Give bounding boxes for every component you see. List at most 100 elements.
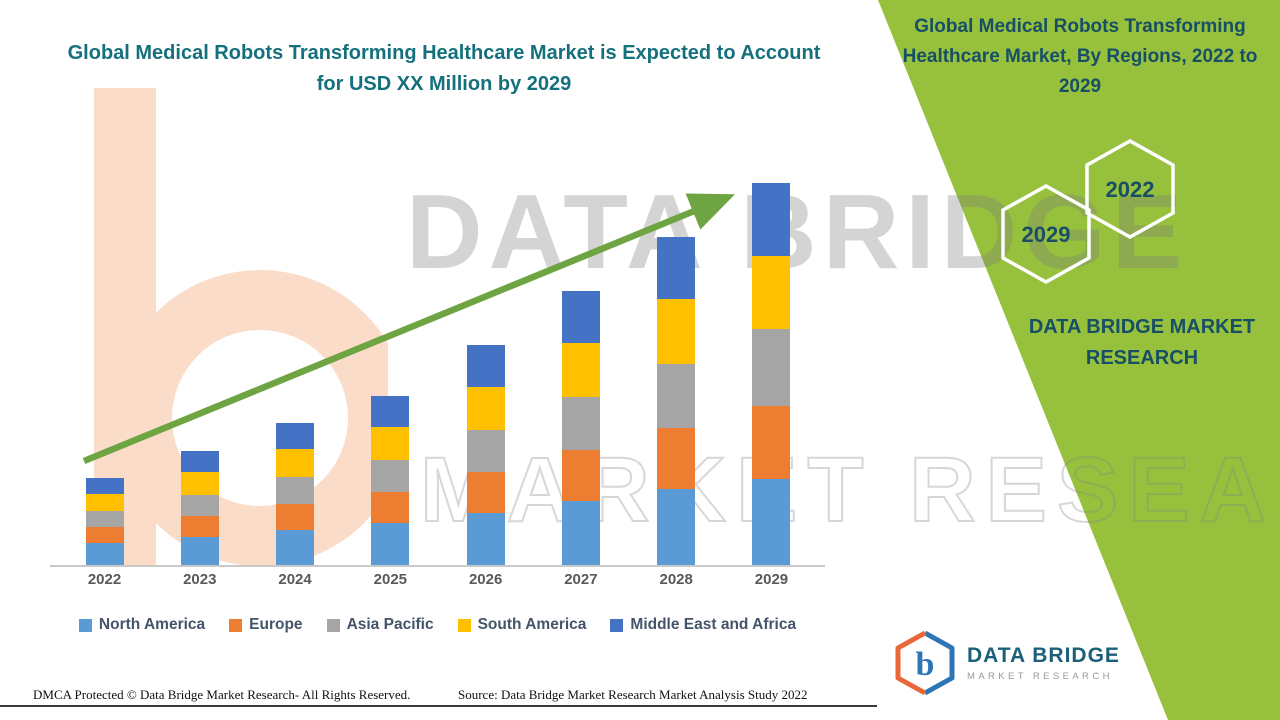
x-axis-label-2025: 2025	[373, 571, 408, 588]
x-axis-label-2024: 2024	[278, 571, 312, 588]
bar-segment-2022-europe	[85, 527, 124, 543]
legend-label: North America	[98, 616, 206, 633]
bar-segment-2023-south-america	[180, 472, 219, 495]
bar-segment-2029-south-america	[752, 256, 791, 329]
bar-segment-2023-middle-east-and-africa	[180, 451, 219, 472]
bar-segment-2026-middle-east-and-africa	[466, 345, 505, 387]
bar-segment-2027-europe	[561, 450, 600, 501]
bar-2024	[276, 423, 315, 565]
bar-segment-2024-south-america	[276, 449, 315, 477]
bar-segment-2028-europe	[657, 428, 696, 489]
bar-segment-2026-north-america	[466, 513, 505, 565]
x-axis-label-2023: 2023	[183, 571, 217, 588]
bar-segment-2023-europe	[180, 516, 219, 537]
legend-item-middle-east-and-africa: Middle East and Africa	[610, 616, 796, 634]
legend-label: Middle East and Africa	[630, 616, 797, 633]
x-axis-label-2026: 2026	[468, 571, 503, 588]
hexagon-year-2022-label: 2022	[1106, 177, 1155, 202]
x-axis-label-2029: 2029	[754, 571, 789, 588]
databridge-logo: b DATA BRIDGE MARKET RESEARCH	[893, 630, 1120, 696]
logo-title: DATA BRIDGE	[967, 644, 1120, 667]
bar-segment-2028-asia-pacific	[657, 364, 696, 428]
bar-segment-2025-asia-pacific	[371, 460, 410, 492]
bar-column-2024: 2024	[248, 175, 343, 593]
legend-swatch	[229, 618, 243, 632]
footer-source-text: Source: Data Bridge Market Research Mark…	[458, 687, 808, 702]
bar-2022	[85, 478, 124, 565]
bar-segment-2027-asia-pacific	[561, 397, 600, 450]
bar-2025	[371, 396, 410, 565]
bar-segment-2023-asia-pacific	[180, 495, 219, 516]
bar-2023	[180, 451, 219, 565]
legend-item-asia-pacific: Asia Pacific	[326, 616, 434, 634]
legend-swatch	[457, 618, 471, 632]
bar-column-2023: 2023	[152, 175, 247, 593]
bar-2026	[466, 345, 505, 565]
bar-column-2022: 2022	[57, 175, 152, 593]
bar-segment-2029-asia-pacific	[752, 329, 791, 406]
bar-segment-2029-north-america	[752, 479, 791, 565]
footer-dmca-text: DMCA Protected © Data Bridge Market Rese…	[33, 687, 411, 702]
logo-subtitle: MARKET RESEARCH	[967, 671, 1113, 682]
bar-segment-2023-north-america	[180, 537, 219, 565]
bar-segment-2022-south-america	[85, 494, 124, 511]
bar-segment-2028-north-america	[657, 489, 696, 565]
x-axis-label-2022: 2022	[87, 571, 122, 588]
hexagon-year-2029-label: 2029	[1022, 222, 1071, 247]
bar-segment-2029-europe	[752, 406, 791, 479]
databridge-logo-text: DATA BRIDGE MARKET RESEARCH	[967, 644, 1120, 682]
bar-column-2025: 2025	[343, 175, 438, 593]
x-axis-line	[50, 565, 825, 567]
brand-text: DATA BRIDGE MARKET RESEARCH	[1028, 316, 1256, 369]
legend-item-north-america: North America	[78, 616, 206, 634]
bar-segment-2026-asia-pacific	[466, 430, 505, 472]
x-axis-label-2028: 2028	[659, 571, 693, 588]
bar-segment-2022-middle-east-and-africa	[85, 478, 124, 494]
legend-item-south-america: South America	[457, 616, 587, 634]
bar-segment-2025-middle-east-and-africa	[371, 396, 410, 427]
x-axis-label-2027: 2027	[564, 571, 598, 588]
bar-segment-2025-europe	[371, 492, 410, 523]
bar-column-2029: 2029	[724, 175, 819, 593]
bar-segment-2029-middle-east-and-africa	[752, 183, 791, 256]
legend-item-europe: Europe	[229, 616, 303, 634]
bar-segment-2026-south-america	[466, 387, 505, 430]
bar-column-2026: 2026	[438, 175, 533, 593]
bar-segment-2027-middle-east-and-africa	[561, 291, 600, 343]
footer-divider	[0, 705, 877, 707]
bar-segment-2024-north-america	[276, 530, 315, 565]
bar-segment-2025-north-america	[371, 523, 410, 565]
legend-swatch	[610, 618, 624, 632]
hexagon-year-2029: 2029	[1001, 183, 1091, 285]
legend-label: Europe	[249, 616, 303, 633]
chart-title: Global Medical Robots Transforming Healt…	[67, 42, 821, 95]
bar-2028	[657, 237, 696, 565]
hexagon-year-2022: 2022	[1085, 138, 1175, 240]
bar-segment-2025-south-america	[371, 427, 410, 460]
chart-legend: North America Europe Asia Pacific South Ame…	[50, 616, 825, 634]
bar-segment-2026-europe	[466, 472, 505, 513]
bar-segment-2028-south-america	[657, 299, 696, 364]
bar-segment-2027-north-america	[561, 501, 600, 565]
bar-segment-2028-middle-east-and-africa	[657, 237, 696, 299]
side-panel-title: Global Medical Robots Transforming Healt…	[902, 16, 1258, 97]
bar-segment-2024-middle-east-and-africa	[276, 423, 315, 449]
svg-text:b: b	[916, 646, 935, 683]
bar-2027	[561, 291, 600, 565]
legend-label: Asia Pacific	[346, 616, 434, 633]
legend-swatch	[326, 618, 340, 632]
bar-2029	[752, 183, 791, 565]
legend-swatch	[78, 618, 92, 632]
stacked-bar-chart: 2022 2023 2024 2025 2026 2027 2028 2029	[57, 175, 819, 593]
bar-segment-2022-north-america	[85, 543, 124, 565]
bar-column-2027: 2027	[533, 175, 628, 593]
bar-segment-2027-south-america	[561, 343, 600, 397]
bar-column-2028: 2028	[629, 175, 724, 593]
bar-segment-2024-europe	[276, 504, 315, 530]
bar-segment-2022-asia-pacific	[85, 511, 124, 527]
legend-label: South America	[477, 616, 587, 633]
databridge-logo-icon: b	[895, 630, 955, 696]
bar-segment-2024-asia-pacific	[276, 477, 315, 504]
